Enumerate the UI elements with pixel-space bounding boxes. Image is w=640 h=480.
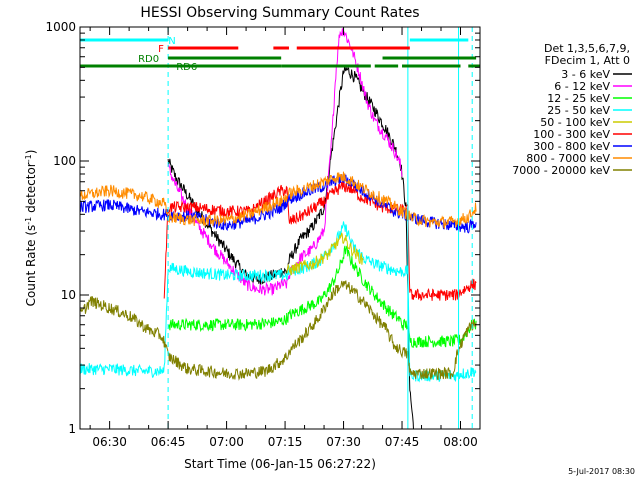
- legend-entry-label: 12 - 25 keV: [547, 92, 610, 105]
- x-tick-label: 07:00: [209, 435, 244, 449]
- legend-entry-label: 300 - 800 keV: [533, 140, 610, 153]
- legend-entry-label: 800 - 7000 keV: [526, 152, 610, 165]
- x-tick-label: 07:30: [326, 435, 361, 449]
- flag-label: RD0: [138, 54, 159, 65]
- legend-entry-label: 7000 - 20000 keV: [512, 164, 610, 177]
- generation-timestamp: 5-Jul-2017 08:30: [568, 467, 635, 476]
- legend-entry-label: 100 - 300 keV: [533, 128, 610, 141]
- x-tick-label: 07:15: [268, 435, 303, 449]
- series-line: [80, 171, 477, 230]
- y-tick-label: 1000: [45, 20, 76, 34]
- y-tick-label: 1: [68, 422, 76, 436]
- series-line: [80, 280, 477, 381]
- legend-entry-label: 25 - 50 keV: [547, 104, 610, 117]
- y-tick-label: 10: [61, 288, 76, 302]
- x-tick-label: 06:45: [151, 435, 186, 449]
- series-line: [167, 28, 403, 296]
- chart-title: HESSI Observing Summary Count Rates: [140, 5, 419, 21]
- series-line: [286, 232, 364, 276]
- legend: Det 1,3,5,6,7,9, FDecim 1, Att 0 3 - 6 k…: [512, 42, 632, 177]
- flag-label: F: [158, 44, 164, 55]
- x-tick-label: 07:45: [385, 435, 420, 449]
- legend-entry-label: 3 - 6 keV: [561, 68, 610, 81]
- series-line: [163, 180, 477, 302]
- series-line: [80, 221, 477, 383]
- x-axis-label: Start Time (06-Jan-15 06:27:22): [184, 457, 376, 471]
- legend-header-line: Det 1,3,5,6,7,9,: [544, 42, 630, 55]
- y-axis-label: Count Rate (s-1 detector-1): [24, 150, 39, 307]
- plot-frame: [79, 26, 481, 430]
- y-tick-label: 100: [53, 154, 76, 168]
- legend-entry-label: 50 - 100 keV: [540, 116, 610, 129]
- series-line: [167, 245, 477, 348]
- legend-entry-label: 6 - 12 keV: [554, 80, 610, 93]
- x-tick-label: 08:00: [443, 435, 478, 449]
- series-line: [167, 65, 414, 429]
- x-tick-label: 06:30: [92, 435, 127, 449]
- flag-label: N: [168, 36, 175, 47]
- flag-label: RD6: [176, 62, 197, 73]
- legend-header-line: FDecim 1, Att 0: [545, 54, 630, 67]
